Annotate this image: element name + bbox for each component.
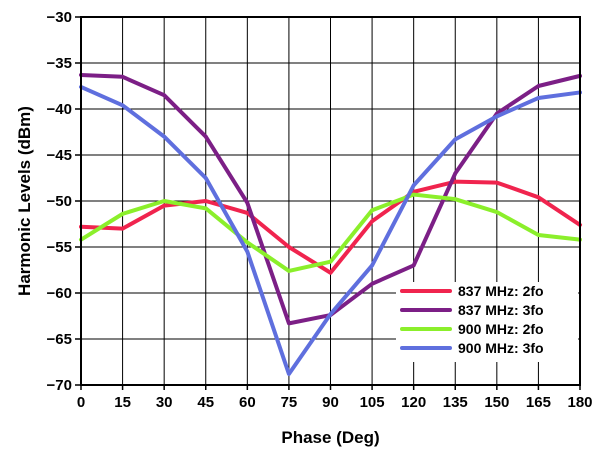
data-point xyxy=(370,208,374,212)
data-point xyxy=(162,135,166,139)
x-tick-label: 0 xyxy=(77,394,85,411)
data-point xyxy=(245,240,249,244)
data-point xyxy=(245,201,249,205)
data-point xyxy=(162,204,166,208)
y-tick-label: −40 xyxy=(47,101,72,118)
data-point xyxy=(536,84,541,88)
x-tick-label: 75 xyxy=(281,394,298,411)
data-point xyxy=(453,137,457,141)
legend-label: 900 MHz: 3fo xyxy=(458,340,544,356)
x-tick-label: 15 xyxy=(114,394,131,411)
x-tick-label: 60 xyxy=(239,394,256,411)
x-tick-label: 105 xyxy=(360,394,385,411)
y-tick-label: −35 xyxy=(47,55,72,72)
y-tick-label: −65 xyxy=(47,331,72,348)
data-point xyxy=(453,180,457,184)
legend-label: 900 MHz: 2fo xyxy=(458,321,544,337)
x-tick-label: 90 xyxy=(322,394,339,411)
data-point xyxy=(412,192,416,197)
data-point xyxy=(536,233,541,237)
data-point xyxy=(328,312,333,316)
x-tick-label: 165 xyxy=(526,394,551,411)
x-tick-label: 180 xyxy=(567,394,592,411)
data-point xyxy=(287,321,291,325)
data-point xyxy=(370,282,374,286)
data-point xyxy=(453,171,457,175)
data-point xyxy=(536,195,541,199)
data-point xyxy=(495,181,499,185)
data-point xyxy=(120,212,125,216)
y-tick-label: −55 xyxy=(47,239,72,256)
data-point xyxy=(120,227,125,231)
data-point xyxy=(328,271,333,275)
data-point xyxy=(245,211,249,215)
legend: 837 MHz: 2fo 837 MHz: 3fo 900 MHz: 2fo 900 … xyxy=(396,282,578,362)
y-tick-label: −50 xyxy=(47,193,72,210)
data-point xyxy=(120,75,125,79)
data-point xyxy=(162,93,166,97)
data-point xyxy=(204,135,208,139)
data-point xyxy=(328,260,333,264)
data-point xyxy=(495,210,499,214)
data-point xyxy=(412,183,416,187)
data-point xyxy=(536,96,541,100)
x-tick-label: 30 xyxy=(156,394,173,411)
y-axis-label: Harmonic Levels (dBm) xyxy=(15,106,34,296)
data-point xyxy=(204,176,208,180)
data-point xyxy=(162,199,166,203)
x-tick-label: 120 xyxy=(401,394,426,411)
data-point xyxy=(245,250,249,254)
series-lines xyxy=(79,72,582,376)
data-point xyxy=(287,372,291,376)
data-point xyxy=(287,245,291,249)
y-axis-ticks: −70 −65 −60 −55 −50 −45 −40 −35 −30 xyxy=(47,9,81,394)
data-point xyxy=(453,197,457,201)
legend-label: 837 MHz: 3fo xyxy=(458,302,544,318)
x-axis-ticks: 0 15 30 45 60 75 90 105 120 135 150 165 180 xyxy=(77,385,593,411)
data-point xyxy=(287,269,291,273)
data-point xyxy=(204,199,208,203)
y-tick-label: −60 xyxy=(47,285,72,302)
x-tick-label: 135 xyxy=(443,394,468,411)
data-point xyxy=(412,263,416,267)
data-point xyxy=(370,263,374,267)
y-tick-label: −70 xyxy=(47,377,72,394)
data-point xyxy=(495,114,499,118)
x-tick-label: 45 xyxy=(197,394,214,411)
x-axis-label: Phase (Deg) xyxy=(281,428,379,447)
y-tick-label: −30 xyxy=(47,9,72,26)
x-tick-label: 150 xyxy=(484,394,509,411)
legend-label: 837 MHz: 2fo xyxy=(458,283,544,299)
data-point xyxy=(204,206,208,210)
y-tick-label: −45 xyxy=(47,147,72,164)
data-point xyxy=(120,103,125,107)
data-point xyxy=(370,219,374,223)
